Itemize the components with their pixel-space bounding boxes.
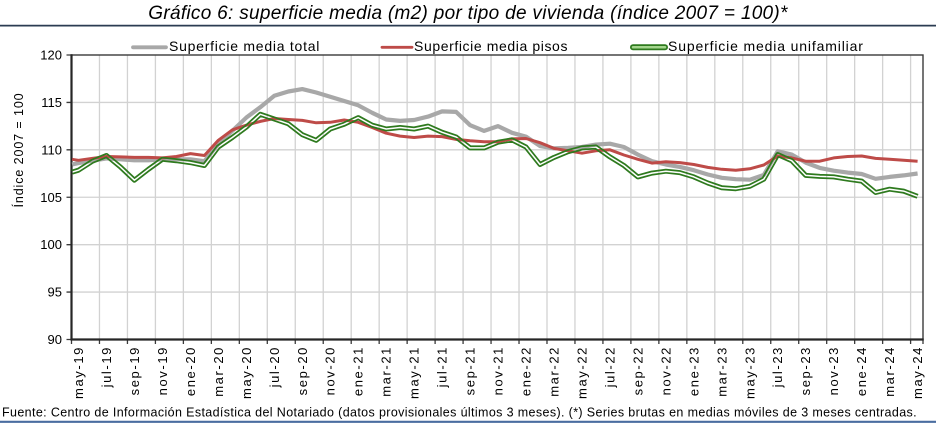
svg-text:nov-20: nov-20 <box>323 346 338 395</box>
svg-text:115: 115 <box>41 95 62 110</box>
svg-text:Gráfico 6: superficie media (m: Gráfico 6: superficie media (m2) por tip… <box>148 3 788 24</box>
svg-text:95: 95 <box>48 285 62 300</box>
svg-text:ene-22: ene-22 <box>519 346 534 396</box>
svg-text:nov-23: nov-23 <box>826 346 841 395</box>
svg-text:sep-22: sep-22 <box>630 346 645 395</box>
svg-text:mar-20: mar-20 <box>211 346 226 397</box>
svg-text:ene-24: ene-24 <box>854 346 869 396</box>
svg-text:sep-20: sep-20 <box>295 346 310 395</box>
svg-text:jul-22: jul-22 <box>602 346 617 388</box>
svg-text:jul-23: jul-23 <box>770 346 785 388</box>
svg-text:Superficie media unifamiliar: Superficie media unifamiliar <box>668 38 864 54</box>
svg-text:Índice 2007 = 100: Índice 2007 = 100 <box>11 92 26 207</box>
svg-text:may-21: may-21 <box>407 346 422 399</box>
svg-text:90: 90 <box>48 332 62 347</box>
svg-text:120: 120 <box>40 48 62 63</box>
svg-text:jul-19: jul-19 <box>99 346 114 388</box>
svg-text:mar-22: mar-22 <box>547 346 562 397</box>
svg-text:mar-21: mar-21 <box>379 346 394 397</box>
svg-text:ene-21: ene-21 <box>351 346 366 396</box>
svg-text:may-23: may-23 <box>742 346 757 399</box>
svg-text:nov-22: nov-22 <box>658 346 673 395</box>
svg-text:may-22: may-22 <box>575 346 590 399</box>
svg-text:jul-21: jul-21 <box>435 346 450 388</box>
svg-text:sep-23: sep-23 <box>798 346 813 395</box>
svg-text:may-24: may-24 <box>910 346 925 399</box>
svg-text:105: 105 <box>40 190 62 205</box>
svg-text:jul-20: jul-20 <box>267 346 282 388</box>
svg-text:may-20: may-20 <box>239 346 254 399</box>
svg-text:may-19: may-19 <box>71 346 86 399</box>
svg-text:ene-20: ene-20 <box>183 346 198 396</box>
svg-text:nov-21: nov-21 <box>491 346 506 395</box>
svg-text:mar-23: mar-23 <box>714 346 729 397</box>
svg-text:sep-21: sep-21 <box>463 346 478 395</box>
svg-text:Superficie media pisos: Superficie media pisos <box>414 38 568 54</box>
svg-text:ene-23: ene-23 <box>686 346 701 396</box>
svg-text:Superficie media total: Superficie media total <box>169 38 320 54</box>
svg-text:mar-24: mar-24 <box>882 346 897 397</box>
svg-text:nov-19: nov-19 <box>155 346 170 395</box>
svg-text:100: 100 <box>40 237 62 252</box>
svg-text:110: 110 <box>41 142 62 157</box>
svg-text:Fuente: Centro de Información: Fuente: Centro de Información Estadístic… <box>2 406 917 420</box>
svg-text:sep-19: sep-19 <box>127 346 142 395</box>
